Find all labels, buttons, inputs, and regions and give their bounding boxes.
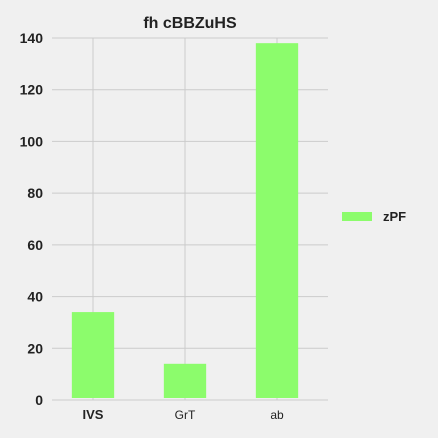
y-tick-label: 60	[27, 237, 43, 253]
y-tick-label: 140	[20, 30, 44, 46]
x-tick-label: GrT	[175, 408, 196, 422]
y-tick-label: 80	[27, 185, 43, 201]
x-axis-ticks: IVS GrT ab	[83, 407, 284, 422]
bar-grt	[163, 363, 207, 398]
y-tick-label: 120	[20, 82, 44, 98]
legend-label: zPF	[383, 209, 406, 224]
y-tick-label: 20	[27, 340, 43, 356]
y-tick-label: 100	[20, 133, 44, 149]
legend-swatch	[342, 212, 372, 221]
chart-title: fh cBBZuHS	[143, 15, 237, 32]
y-tick-label: 0	[35, 392, 43, 408]
legend: zPF	[342, 209, 406, 224]
x-tick-label: IVS	[83, 407, 104, 422]
y-axis-ticks: 0 20 40 60 80 100 120 140	[20, 30, 44, 408]
x-tick-label: ab	[270, 408, 284, 422]
y-tick-label: 40	[27, 289, 43, 305]
bar-ivs	[71, 312, 115, 398]
bars	[71, 43, 299, 399]
bar-ab	[255, 43, 299, 399]
